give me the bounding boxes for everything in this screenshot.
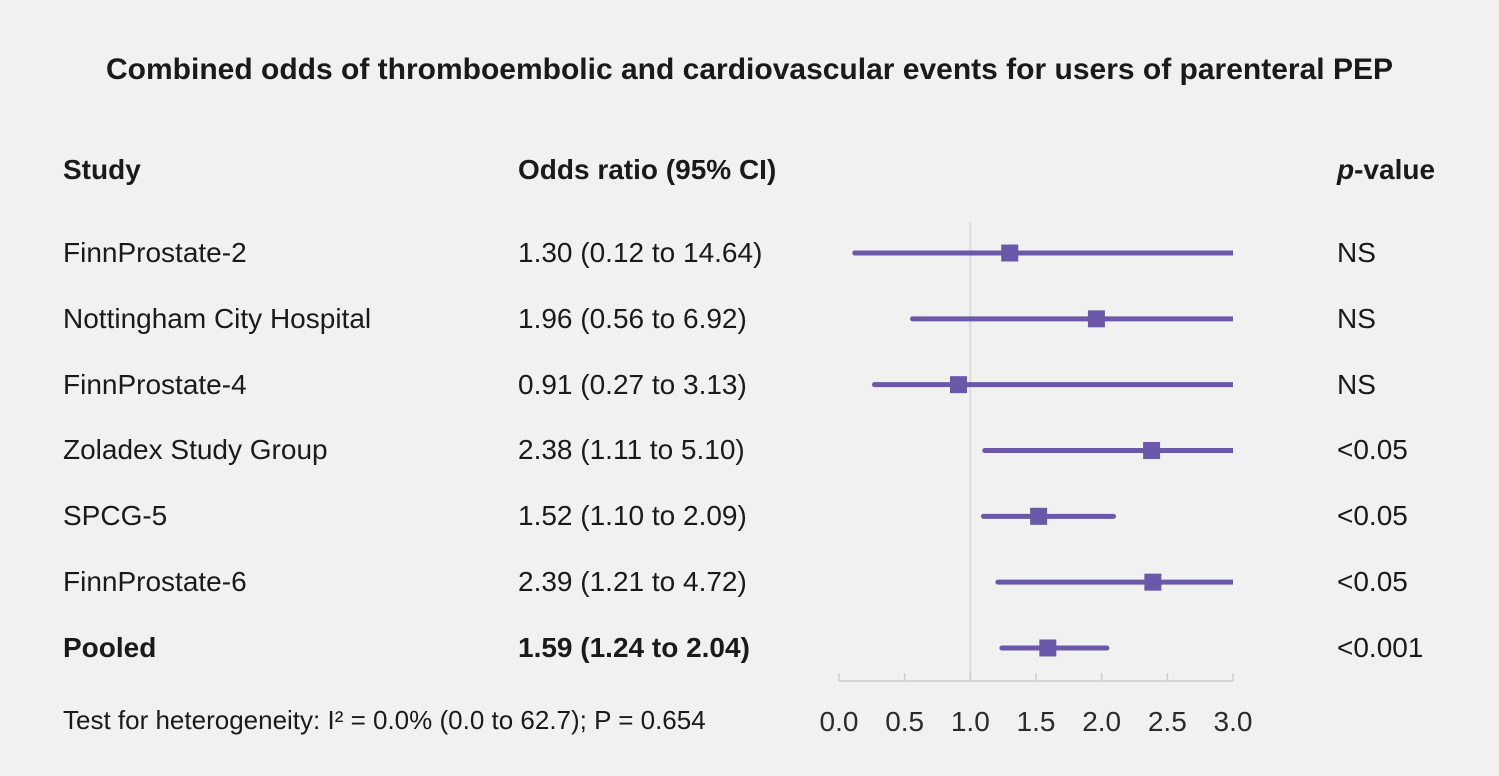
forest-row: FinnProstate-2 1.30 (0.12 to 14.64) NS — [0, 236, 1499, 270]
study-label: Pooled — [63, 632, 157, 663]
forest-row: FinnProstate-4 0.91 (0.27 to 3.13) NS — [0, 368, 1499, 402]
header-p-value: p-value — [1337, 153, 1435, 187]
forest-row: Pooled 1.59 (1.24 to 2.04) <0.001 — [0, 631, 1499, 665]
point-estimate-marker — [1039, 639, 1057, 657]
ci-cap-left — [982, 447, 988, 453]
study-label: Zoladex Study Group — [63, 434, 328, 465]
header-p-italic: p — [1337, 154, 1355, 185]
ci-cap-left — [995, 579, 1001, 585]
column-headers: Study Odds ratio (95% CI) p-value — [0, 153, 1499, 187]
header-study: Study — [63, 154, 141, 185]
x-axis-tick-label: 2.5 — [1148, 706, 1187, 737]
study-label: FinnProstate-4 — [63, 369, 247, 400]
x-axis-tick-label: 0.0 — [820, 706, 859, 737]
p-value: NS — [1337, 237, 1376, 268]
ci-cap-left — [999, 645, 1005, 651]
x-axis-tick-label: 0.5 — [885, 706, 924, 737]
p-value: NS — [1337, 369, 1376, 400]
forest-row: SPCG-5 1.52 (1.10 to 2.09) <0.05 — [0, 499, 1499, 533]
p-value: NS — [1337, 303, 1376, 334]
forest-row: Zoladex Study Group 2.38 (1.11 to 5.10) … — [0, 433, 1499, 467]
study-label: SPCG-5 — [63, 500, 168, 531]
odds-ratio-ci: 1.30 (0.12 to 14.64) — [518, 237, 763, 268]
odds-ratio-ci: 2.39 (1.21 to 4.72) — [518, 566, 747, 597]
ci-cap-left — [852, 250, 858, 256]
forest-row: FinnProstate-6 2.39 (1.21 to 4.72) <0.05 — [0, 565, 1499, 599]
point-estimate-marker — [950, 376, 968, 394]
p-value: <0.05 — [1337, 566, 1408, 597]
ci-cap-left — [871, 382, 877, 388]
odds-ratio-ci: 0.91 (0.27 to 3.13) — [518, 369, 747, 400]
odds-ratio-ci: 1.96 (0.56 to 6.92) — [518, 303, 747, 334]
point-estimate-marker — [1030, 507, 1048, 525]
x-axis-tick-label: 2.0 — [1082, 706, 1121, 737]
x-axis-tick-label: 3.0 — [1214, 706, 1253, 737]
header-odds-ratio: Odds ratio (95% CI) — [518, 154, 777, 185]
point-estimate-marker — [1143, 441, 1161, 459]
ci-cap-right — [1110, 513, 1116, 519]
study-label: Nottingham City Hospital — [63, 303, 372, 334]
point-estimate-marker — [1144, 573, 1162, 591]
p-value: <0.05 — [1337, 434, 1408, 465]
ci-cap-left — [980, 513, 986, 519]
heterogeneity-note: Test for heterogeneity: I² = 0.0% (0.0 t… — [63, 705, 706, 735]
study-label: FinnProstate-2 — [63, 237, 247, 268]
odds-ratio-ci: 1.59 (1.24 to 2.04) — [518, 632, 750, 663]
x-axis-tick-label: 1.5 — [1017, 706, 1056, 737]
ci-cap-right — [1104, 645, 1110, 651]
x-axis-tick-label: 1.0 — [951, 706, 990, 737]
odds-ratio-ci: 2.38 (1.11 to 5.10) — [518, 434, 745, 465]
p-value: <0.001 — [1337, 632, 1424, 663]
point-estimate-marker — [1087, 310, 1105, 328]
study-label: FinnProstate-6 — [63, 566, 247, 597]
odds-ratio-ci: 1.52 (1.10 to 2.09) — [518, 500, 747, 531]
header-p-rest: -value — [1354, 154, 1436, 185]
point-estimate-marker — [1001, 244, 1019, 262]
p-value: <0.05 — [1337, 500, 1408, 531]
forest-row: Nottingham City Hospital 1.96 (0.56 to 6… — [0, 302, 1499, 336]
chart-title: Combined odds of thromboembolic and card… — [106, 53, 1393, 86]
ci-cap-left — [910, 316, 916, 322]
